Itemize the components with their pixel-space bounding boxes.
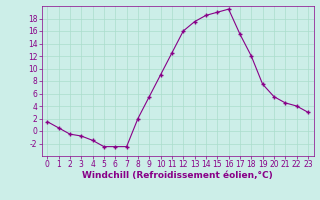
X-axis label: Windchill (Refroidissement éolien,°C): Windchill (Refroidissement éolien,°C) [82, 171, 273, 180]
